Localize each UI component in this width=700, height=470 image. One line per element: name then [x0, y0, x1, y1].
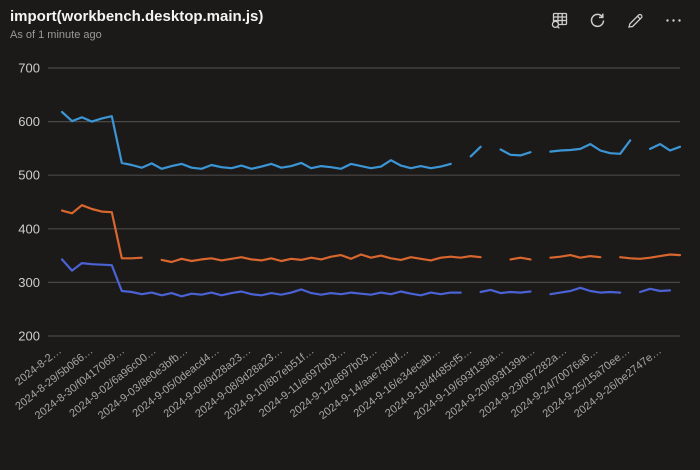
refresh-button[interactable] [578, 10, 616, 34]
y-axis-tick-label: 200 [18, 329, 40, 344]
page-title: import(workbench.desktop.main.js) [10, 8, 264, 25]
y-axis-tick-label: 600 [18, 114, 40, 129]
refresh-icon [588, 11, 607, 33]
y-axis-tick-label: 300 [18, 275, 40, 290]
line-chart[interactable]: 700 600 500 400 300 200 2024-8-2… 2024-8-29/5b0… [0, 55, 700, 470]
series-3-royal-blue-line [60, 258, 672, 298]
tile-actions [540, 10, 692, 34]
more-icon [664, 11, 683, 33]
y-axis-tick-label: 400 [18, 221, 40, 236]
edit-button[interactable] [616, 10, 654, 34]
y-axis-tick-label: 700 [18, 61, 40, 76]
explore-data-button[interactable] [540, 10, 578, 34]
explore-data-icon [550, 11, 569, 33]
y-axis-tick-label: 500 [18, 168, 40, 183]
more-button[interactable] [654, 10, 692, 34]
series-2-orange-line [60, 204, 682, 264]
edit-icon [626, 11, 645, 33]
last-updated-text: As of 1 minute ago [10, 29, 102, 41]
tile-header: import(workbench.desktop.main.js) As of … [10, 7, 570, 41]
series-1-sky-blue-line [60, 110, 682, 170]
